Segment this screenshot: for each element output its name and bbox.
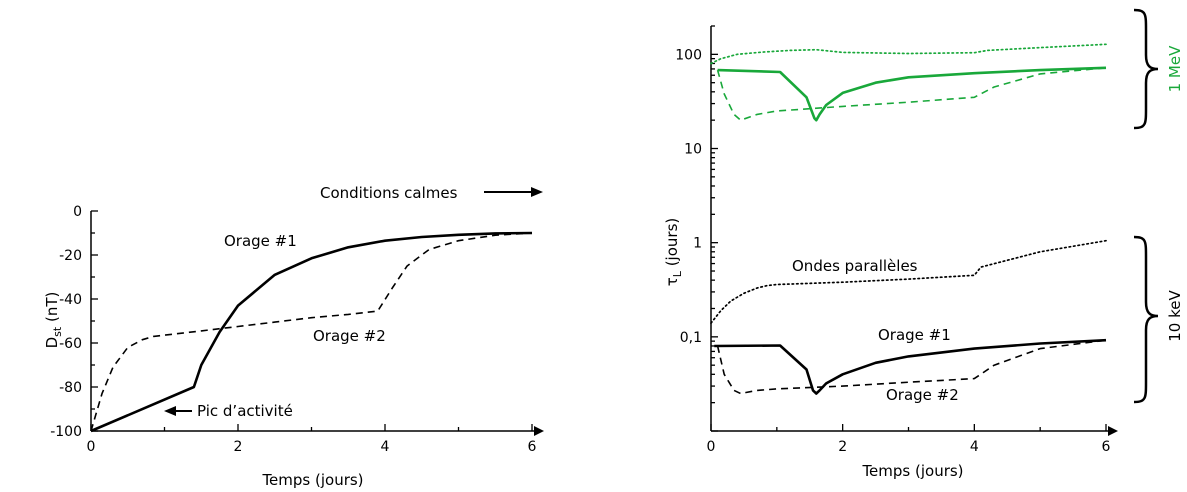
tau-y-axis-label: τL (jours) [663,218,684,286]
dst-x-tick-label: 0 [87,439,96,455]
tau-y-axis-label-sub: L [671,270,684,277]
conditions-calmes-arrow [484,187,543,197]
tau-x-axis-label: Temps (jours) [861,462,963,480]
tau-x-tick-label: 2 [838,439,847,455]
tau-series-orage-2-dashed [716,339,1107,395]
dst-annotation-orage-1: Orage #1 [224,232,297,250]
dst-x-tick-label: 6 [528,439,537,455]
tau-y-axis-label-main: τ [663,277,681,286]
dst-x-axis-arrow [534,426,544,436]
tau-y-tick-label: 1 [693,236,702,252]
dst-y-tick-label: 0 [73,204,82,220]
dst-y-tick-label: -40 [59,292,82,308]
dst-series-orage-2-dashed [90,232,533,432]
dst-series-orage-1-solid [90,231,533,433]
dst-x-tick-label: 2 [234,439,243,455]
dst-x-axis: 0 2 4 6 [87,424,544,455]
dst-y-axis-label-unit: (nT) [43,292,61,327]
dst-chart: 0 -20 -40 -60 -80 -100 0 2 4 6 Temps (jours) Dst… [43,184,544,489]
dst-series [90,231,533,433]
bracket-10kev-label: 10 keV [1166,290,1184,342]
tau-series-1-mev-dotted [710,43,1107,65]
tau-annotation-orage-1: Orage #1 [878,326,951,344]
tau-x-tick-label: 6 [1102,439,1111,455]
tau-y-axis-label-unit: (jours) [663,218,681,271]
tau-series-1-mev-dashed [716,67,1107,121]
dst-annotation-orage-2: Orage #2 [313,327,386,345]
pic-activite-label: Pic d’activité [197,402,293,420]
tau-x-tick-label: 4 [970,439,979,455]
bracket-10kev [1133,235,1159,404]
pic-activite-arrow [164,406,192,416]
tau-annotation-orage-2: Orage #2 [886,386,959,404]
dst-x-tick-label: 4 [381,439,390,455]
tau-series-ondes-paralleles-dotted [710,239,1107,324]
dst-y-axis-label-main: D [43,337,61,349]
dst-y-axis-label-sub: st [51,326,64,337]
conditions-calmes-label: Conditions calmes [320,184,458,202]
tau-series-orage-1-solid [714,338,1107,395]
tau-series-1-mev-solid [717,66,1107,122]
dst-y-tick-label: -60 [59,336,82,352]
tau-y-tick-label: 100 [675,47,702,63]
tau-x-axis-arrow [1108,426,1118,436]
tau-series [710,43,1107,395]
tau-annotation-ondes-paralleles: Ondes parallèles [792,257,918,275]
dst-y-tick-label: -80 [59,380,82,396]
tau-y-tick-label: 10 [684,142,702,158]
dst-y-tick-label: -100 [50,424,82,440]
dst-y-axis-label: Dst (nT) [43,292,64,349]
tau-x-axis: 0 2 4 6 [707,424,1118,455]
bracket-1mev-label: 1 MeV [1166,45,1184,92]
tau-x-tick-label: 0 [707,439,716,455]
dst-y-axis: 0 -20 -40 -60 -80 -100 [50,204,98,440]
tau-y-tick-label: 0,1 [680,330,702,346]
bracket-1mev [1133,8,1159,130]
tau-y-axis: 100 10 1 0,1 [675,25,718,432]
dst-x-axis-label: Temps (jours) [261,471,363,489]
dst-y-tick-label: -20 [59,248,82,264]
